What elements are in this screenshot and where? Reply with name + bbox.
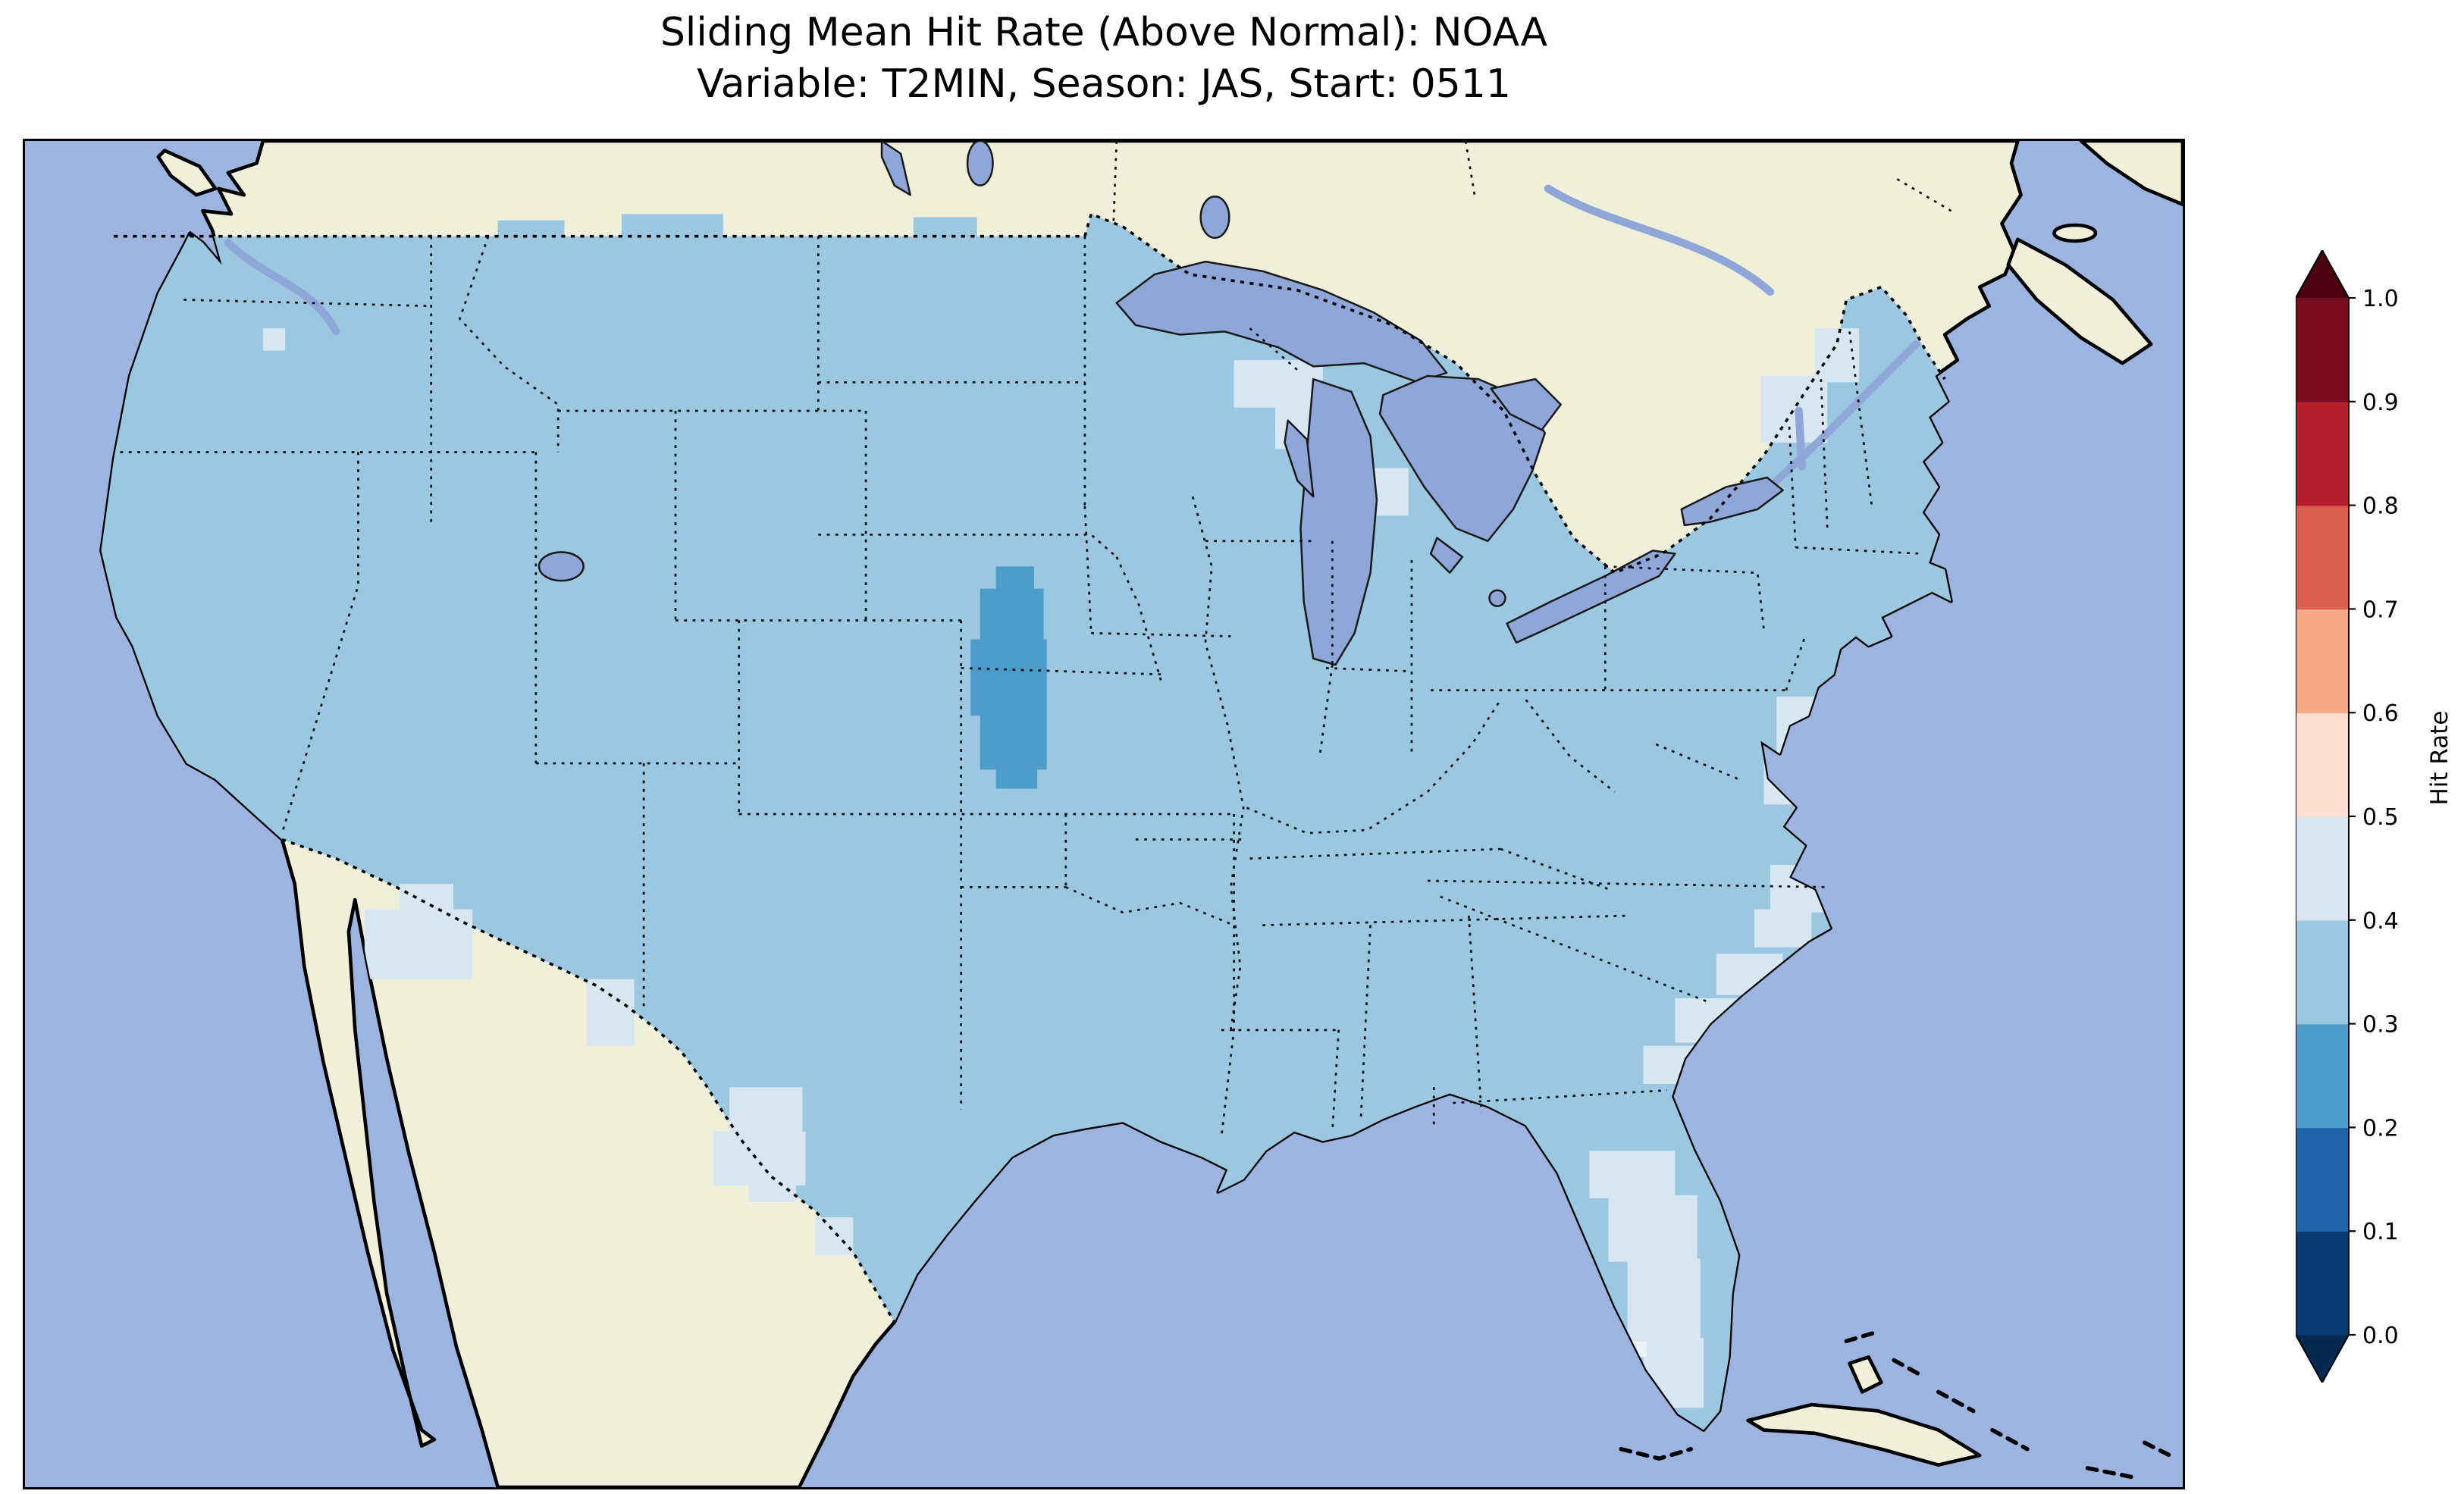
hit-rate-patch-upper-great-lakes bbox=[1234, 360, 1323, 408]
hit-rate-patch-central-plains bbox=[970, 639, 1047, 716]
hit-rate-patch-northeast bbox=[1814, 328, 1860, 383]
st-lawrence-river bbox=[1773, 340, 1920, 485]
colorbar-segment-7 bbox=[2296, 505, 2349, 610]
lake-winnipeg bbox=[880, 141, 911, 196]
hit-rate-patch-pacific-northwest-dot bbox=[262, 328, 286, 351]
cuba bbox=[1746, 1402, 1982, 1467]
title-line-1: Sliding Mean Hit Rate (Above Normal): NO… bbox=[660, 10, 1548, 55]
hit-rate-patch-central-plains bbox=[980, 712, 1047, 770]
state-boundaries-east bbox=[1427, 331, 1923, 1003]
colorbar-extend-high bbox=[2296, 250, 2349, 298]
colorbar-segment-8 bbox=[2296, 401, 2349, 506]
figure-title: Sliding Mean Hit Rate (Above Normal): NO… bbox=[23, 8, 2185, 110]
conus-hit-rate-base bbox=[101, 214, 2021, 1475]
colorbar-svg: 1.0 0.9 0.8 0.7 0.6 0.5 0.4 0.3 0.2 0.1 0.0 bbox=[2295, 248, 2399, 1385]
hit-rate-patch-new-mexico-small bbox=[586, 979, 635, 1046]
andros-island bbox=[1848, 1355, 1883, 1394]
colorbar-tick-label: 0.7 bbox=[2362, 597, 2399, 623]
hit-rate-patch-florida-peninsula bbox=[1589, 1151, 1676, 1198]
map-panel bbox=[23, 139, 2185, 1489]
conus-map bbox=[25, 141, 2183, 1487]
georgian-bay bbox=[1490, 377, 1562, 431]
colorbar-tick-label: 0.6 bbox=[2362, 700, 2399, 727]
colorbar-segment-2 bbox=[2296, 1023, 2349, 1129]
hit-rate-anomaly-patches bbox=[262, 214, 1860, 1408]
prince-edward-island bbox=[2052, 223, 2098, 243]
colorbar-segment-1 bbox=[2296, 1127, 2349, 1232]
us-canada-border bbox=[114, 211, 1946, 575]
hit-rate-layer bbox=[101, 214, 2021, 1475]
colorbar-segment-5 bbox=[2296, 713, 2349, 817]
hit-rate-patch-southeast-coast bbox=[1754, 909, 1812, 947]
florida-keys-and-bahamas bbox=[1619, 1330, 2172, 1480]
hit-rate-patch-south-texas bbox=[815, 1217, 854, 1256]
state-boundaries-central bbox=[818, 236, 1667, 1132]
newfoundland-corner bbox=[2079, 141, 2183, 207]
colorbar-segment-9 bbox=[2296, 298, 2349, 402]
hit-rate-patch-central-plains bbox=[980, 588, 1044, 643]
colorbar-extend-low bbox=[2296, 1335, 2349, 1383]
hit-rate-patch-central-plains bbox=[995, 766, 1038, 789]
hit-rate-patch-northeast bbox=[1760, 375, 1828, 443]
hit-rate-patch-central-plains bbox=[995, 566, 1034, 592]
hit-rate-patch-florida-peninsula bbox=[1627, 1258, 1701, 1342]
lake-huron bbox=[1378, 374, 1547, 543]
colorbar-tick-label: 0.0 bbox=[2362, 1323, 2399, 1349]
colorbar: 1.0 0.9 0.8 0.7 0.6 0.5 0.4 0.3 0.2 0.1 0.0 bbox=[2295, 248, 2455, 1385]
colorbar-tick-label: 0.1 bbox=[2362, 1219, 2399, 1245]
lake-erie bbox=[1506, 550, 1676, 644]
vancouver-island bbox=[156, 149, 218, 197]
lake-nipigon bbox=[1199, 196, 1230, 240]
colorbar-tick-label: 0.2 bbox=[2362, 1115, 2399, 1142]
colorbar-segment-0 bbox=[2296, 1231, 2349, 1336]
lake-manitoba bbox=[966, 141, 994, 186]
colorbar-segment-6 bbox=[2296, 609, 2349, 713]
colorbar-tick-label: 0.3 bbox=[2362, 1012, 2399, 1038]
colorbar-segment-3 bbox=[2296, 919, 2349, 1025]
colorbar-tick-label: 1.0 bbox=[2362, 286, 2399, 312]
columbia-river bbox=[224, 238, 340, 336]
lake-st-clair bbox=[1488, 589, 1506, 607]
title-line-2: Variable: T2MIN, Season: JAS, Start: 051… bbox=[697, 61, 1511, 107]
great-salt-lake bbox=[538, 551, 585, 582]
ottawa-river bbox=[1544, 184, 1775, 296]
colorbar-tick-label: 0.9 bbox=[2362, 390, 2399, 416]
saginaw-bay bbox=[1429, 537, 1464, 574]
hit-rate-patch-arizona-new-mexico bbox=[399, 884, 454, 913]
state-boundaries-west bbox=[120, 236, 1235, 1139]
colorbar-tick-label: 0.8 bbox=[2362, 493, 2399, 520]
hit-rate-patch-florida-peninsula bbox=[1608, 1195, 1698, 1262]
colorbar-segment-4 bbox=[2296, 816, 2349, 921]
lake-michigan bbox=[1299, 377, 1378, 666]
hit-rate-patch-arizona-new-mexico bbox=[364, 909, 473, 979]
green-bay bbox=[1284, 419, 1315, 498]
colorbar-tick-label: 0.5 bbox=[2362, 804, 2399, 831]
canada-province-boundaries bbox=[1112, 141, 1952, 227]
lake-ontario bbox=[1680, 476, 1784, 527]
colorbar-tick-label: 0.4 bbox=[2362, 908, 2399, 935]
lake-champlain bbox=[1795, 406, 1806, 471]
nova-scotia bbox=[2006, 237, 2153, 365]
hit-rate-patch-west-texas bbox=[729, 1087, 803, 1135]
colorbar-label: Hit Rate bbox=[2426, 710, 2453, 806]
